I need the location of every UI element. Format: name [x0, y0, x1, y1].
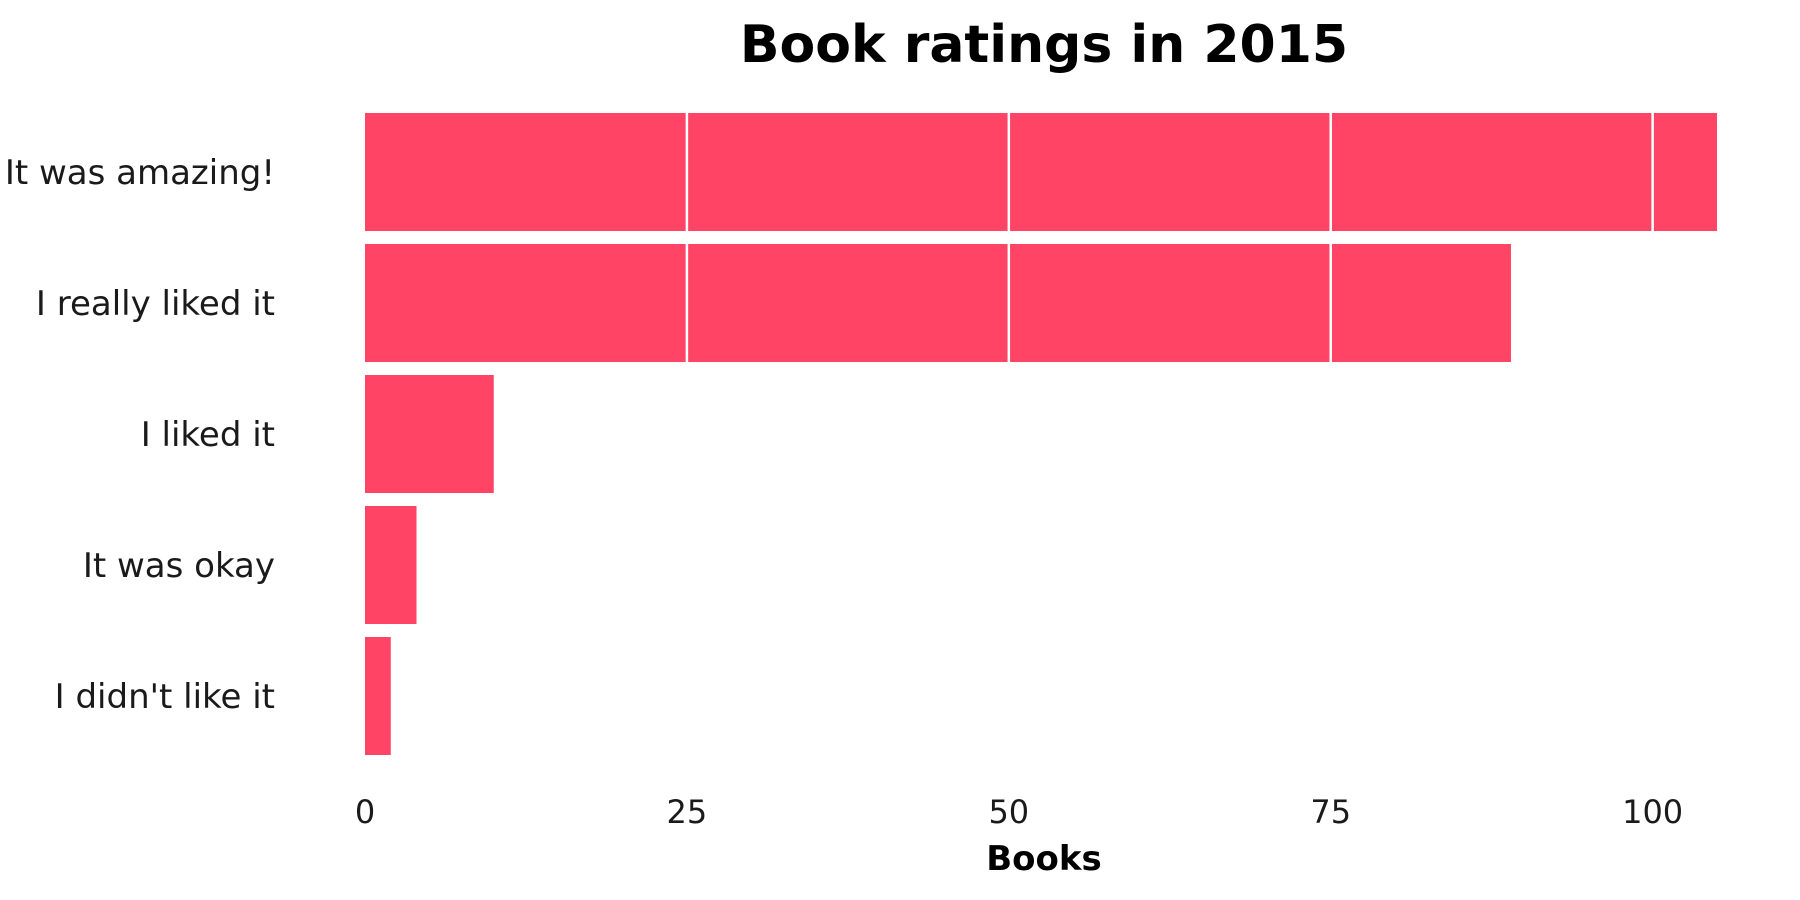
- category-label: I liked it: [141, 415, 275, 455]
- category-label: It was okay: [83, 546, 275, 586]
- bar-2: [365, 375, 494, 493]
- x-axis-ticks: 0 25 50 75 100: [355, 793, 1683, 831]
- chart-title: Book ratings in 2015: [740, 15, 1348, 75]
- category-label: It was amazing!: [5, 153, 275, 193]
- category-label: I didn't like it: [55, 677, 275, 717]
- bar-3: [365, 506, 417, 624]
- category-label: I really liked it: [36, 284, 275, 324]
- x-tick-label: 75: [1310, 793, 1351, 831]
- category-labels: It was amazing! I really liked it I liked …: [5, 153, 275, 717]
- bar-4: [365, 637, 391, 755]
- bar-1: [365, 244, 1511, 362]
- x-tick-label: 25: [667, 793, 708, 831]
- bar-0: [365, 113, 1717, 231]
- bars-group: [365, 113, 1717, 755]
- x-tick-label: 100: [1622, 793, 1683, 831]
- x-tick-label: 50: [988, 793, 1029, 831]
- x-axis-title: Books: [986, 839, 1101, 879]
- x-tick-label: 0: [355, 793, 375, 831]
